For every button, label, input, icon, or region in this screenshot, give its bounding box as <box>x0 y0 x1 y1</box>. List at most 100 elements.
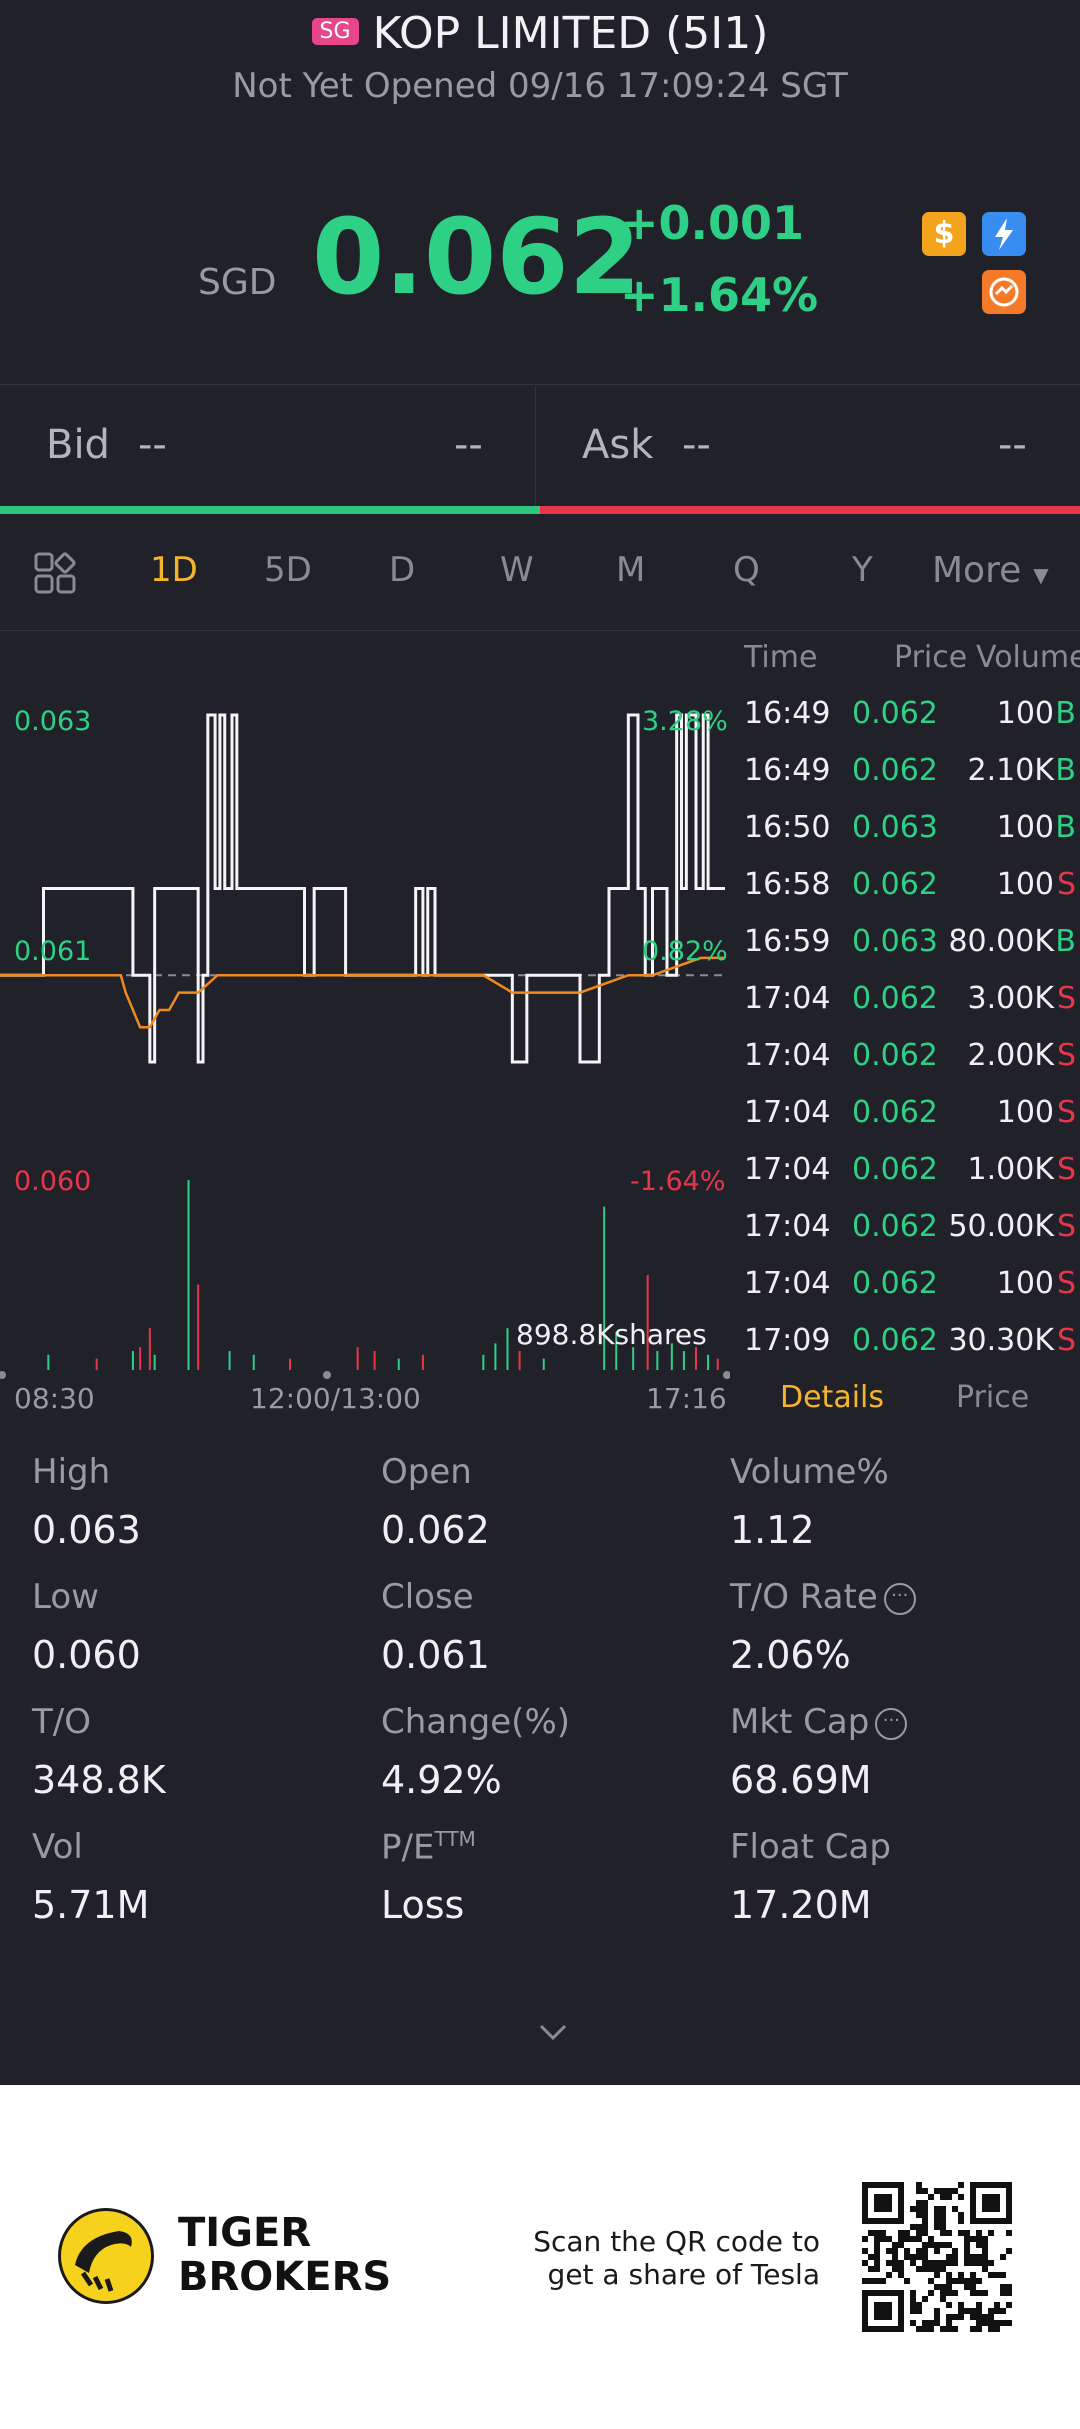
qr-module <box>988 2272 994 2278</box>
stat-value: 0.060 <box>32 1633 141 1677</box>
divider <box>0 630 1080 631</box>
trade-side: S <box>1056 981 1076 1016</box>
qr-module <box>922 2296 928 2302</box>
qr-module <box>916 2224 922 2230</box>
tab-d[interactable]: D <box>389 550 416 590</box>
info-icon[interactable]: ··· <box>883 1582 916 1615</box>
qr-module <box>946 2260 952 2266</box>
tab-1d[interactable]: 1D <box>150 550 198 590</box>
qr-module <box>940 2212 946 2218</box>
qr-module <box>958 2308 964 2314</box>
qr-finder <box>874 2302 892 2320</box>
tab-more[interactable]: More ▼ <box>932 550 1049 591</box>
tab-y[interactable]: Y <box>852 550 873 590</box>
stat-value: 0.062 <box>381 1508 490 1552</box>
qr-module <box>922 2188 928 2194</box>
qr-module <box>964 2284 970 2290</box>
qr-module <box>976 2242 982 2248</box>
y-label-top: 0.063 <box>14 706 92 737</box>
stat-value: 348.8K <box>32 1758 166 1802</box>
trade-time: 17:09 <box>744 1323 831 1358</box>
info-icon[interactable]: ··· <box>875 1707 908 1740</box>
qr-module <box>940 2260 946 2266</box>
trade-time: 17:04 <box>744 981 831 1016</box>
tab-w[interactable]: W <box>500 550 534 590</box>
qr-module <box>994 2308 1000 2314</box>
qr-module <box>922 2266 928 2272</box>
stat-label: P/ETTM <box>381 1827 476 1868</box>
trade-price: 0.062 <box>852 1095 938 1130</box>
qr-module <box>1006 2320 1012 2326</box>
qr-module <box>928 2290 934 2296</box>
qr-module <box>910 2296 916 2302</box>
qr-module <box>982 2290 988 2296</box>
stat-label: T/O <box>32 1702 91 1742</box>
intraday-chart[interactable] <box>0 650 730 1380</box>
qr-module <box>976 2314 982 2320</box>
qr-module <box>886 2260 892 2266</box>
qr-module <box>892 2260 898 2266</box>
qr-module <box>922 2206 928 2212</box>
tab-price[interactable]: Price <box>956 1380 1030 1415</box>
divider <box>0 384 1080 385</box>
trade-row: 16:49 0.062 100 B <box>744 696 1076 753</box>
exchange-icon[interactable] <box>982 270 1026 314</box>
qr-module <box>934 2206 940 2212</box>
qr-module <box>934 2224 940 2230</box>
qr-module <box>892 2242 898 2248</box>
qr-module <box>988 2260 994 2266</box>
qr-module <box>970 2236 976 2242</box>
dollar-badge-icon[interactable]: $ <box>922 212 966 256</box>
tab-m[interactable]: M <box>616 550 646 590</box>
qr-module <box>994 2272 1000 2278</box>
avg-price-line <box>0 956 725 1029</box>
tab-q[interactable]: Q <box>733 550 760 590</box>
qr-module <box>958 2230 964 2236</box>
qr-module <box>1006 2230 1012 2236</box>
qr-module <box>1000 2320 1006 2326</box>
expand-chevron-icon[interactable] <box>536 2016 570 2050</box>
trade-volume: 100 <box>996 696 1054 731</box>
qr-module <box>982 2236 988 2242</box>
qr-module <box>904 2278 910 2284</box>
lightning-icon[interactable] <box>982 212 1026 256</box>
qr-module <box>922 2212 928 2218</box>
currency-label: SGD <box>198 262 277 303</box>
trade-row: 17:04 0.062 1.00K S <box>744 1152 1076 1209</box>
tab-5d[interactable]: 5D <box>264 550 312 590</box>
trade-time: 17:04 <box>744 1095 831 1130</box>
layout-grid-icon[interactable] <box>32 550 80 598</box>
qr-module <box>874 2230 880 2236</box>
tab-details[interactable]: Details <box>780 1380 885 1415</box>
qr-module <box>862 2260 868 2266</box>
qr-module <box>964 2308 970 2314</box>
qr-module <box>970 2254 976 2260</box>
trade-row: 17:09 0.062 30.30K S <box>744 1323 1076 1380</box>
trade-price: 0.062 <box>852 981 938 1016</box>
stat-value: 1.12 <box>730 1508 815 1552</box>
qr-module <box>910 2236 916 2242</box>
qr-module <box>982 2266 988 2272</box>
trade-side: S <box>1056 1209 1076 1244</box>
qr-module <box>970 2308 976 2314</box>
qr-module <box>952 2290 958 2296</box>
qr-module <box>904 2236 910 2242</box>
qr-module <box>958 2278 964 2284</box>
stat-value: 2.06% <box>730 1633 851 1677</box>
trade-volume: 100 <box>996 1266 1054 1301</box>
qr-module <box>970 2260 976 2266</box>
qr-module <box>964 2248 970 2254</box>
qr-module <box>940 2284 946 2290</box>
qr-code <box>862 2182 1012 2332</box>
qr-module <box>874 2266 880 2272</box>
ask-strength-bar <box>540 506 1080 514</box>
trade-time: 17:04 <box>744 1152 831 1187</box>
qr-module <box>982 2242 988 2248</box>
trade-volume: 3.00K <box>967 981 1054 1016</box>
qr-module <box>934 2320 940 2326</box>
qr-module <box>916 2212 922 2218</box>
qr-module <box>874 2278 880 2284</box>
qr-module <box>940 2206 946 2212</box>
trade-volume: 30.30K <box>948 1323 1054 1358</box>
qr-module <box>952 2326 958 2332</box>
